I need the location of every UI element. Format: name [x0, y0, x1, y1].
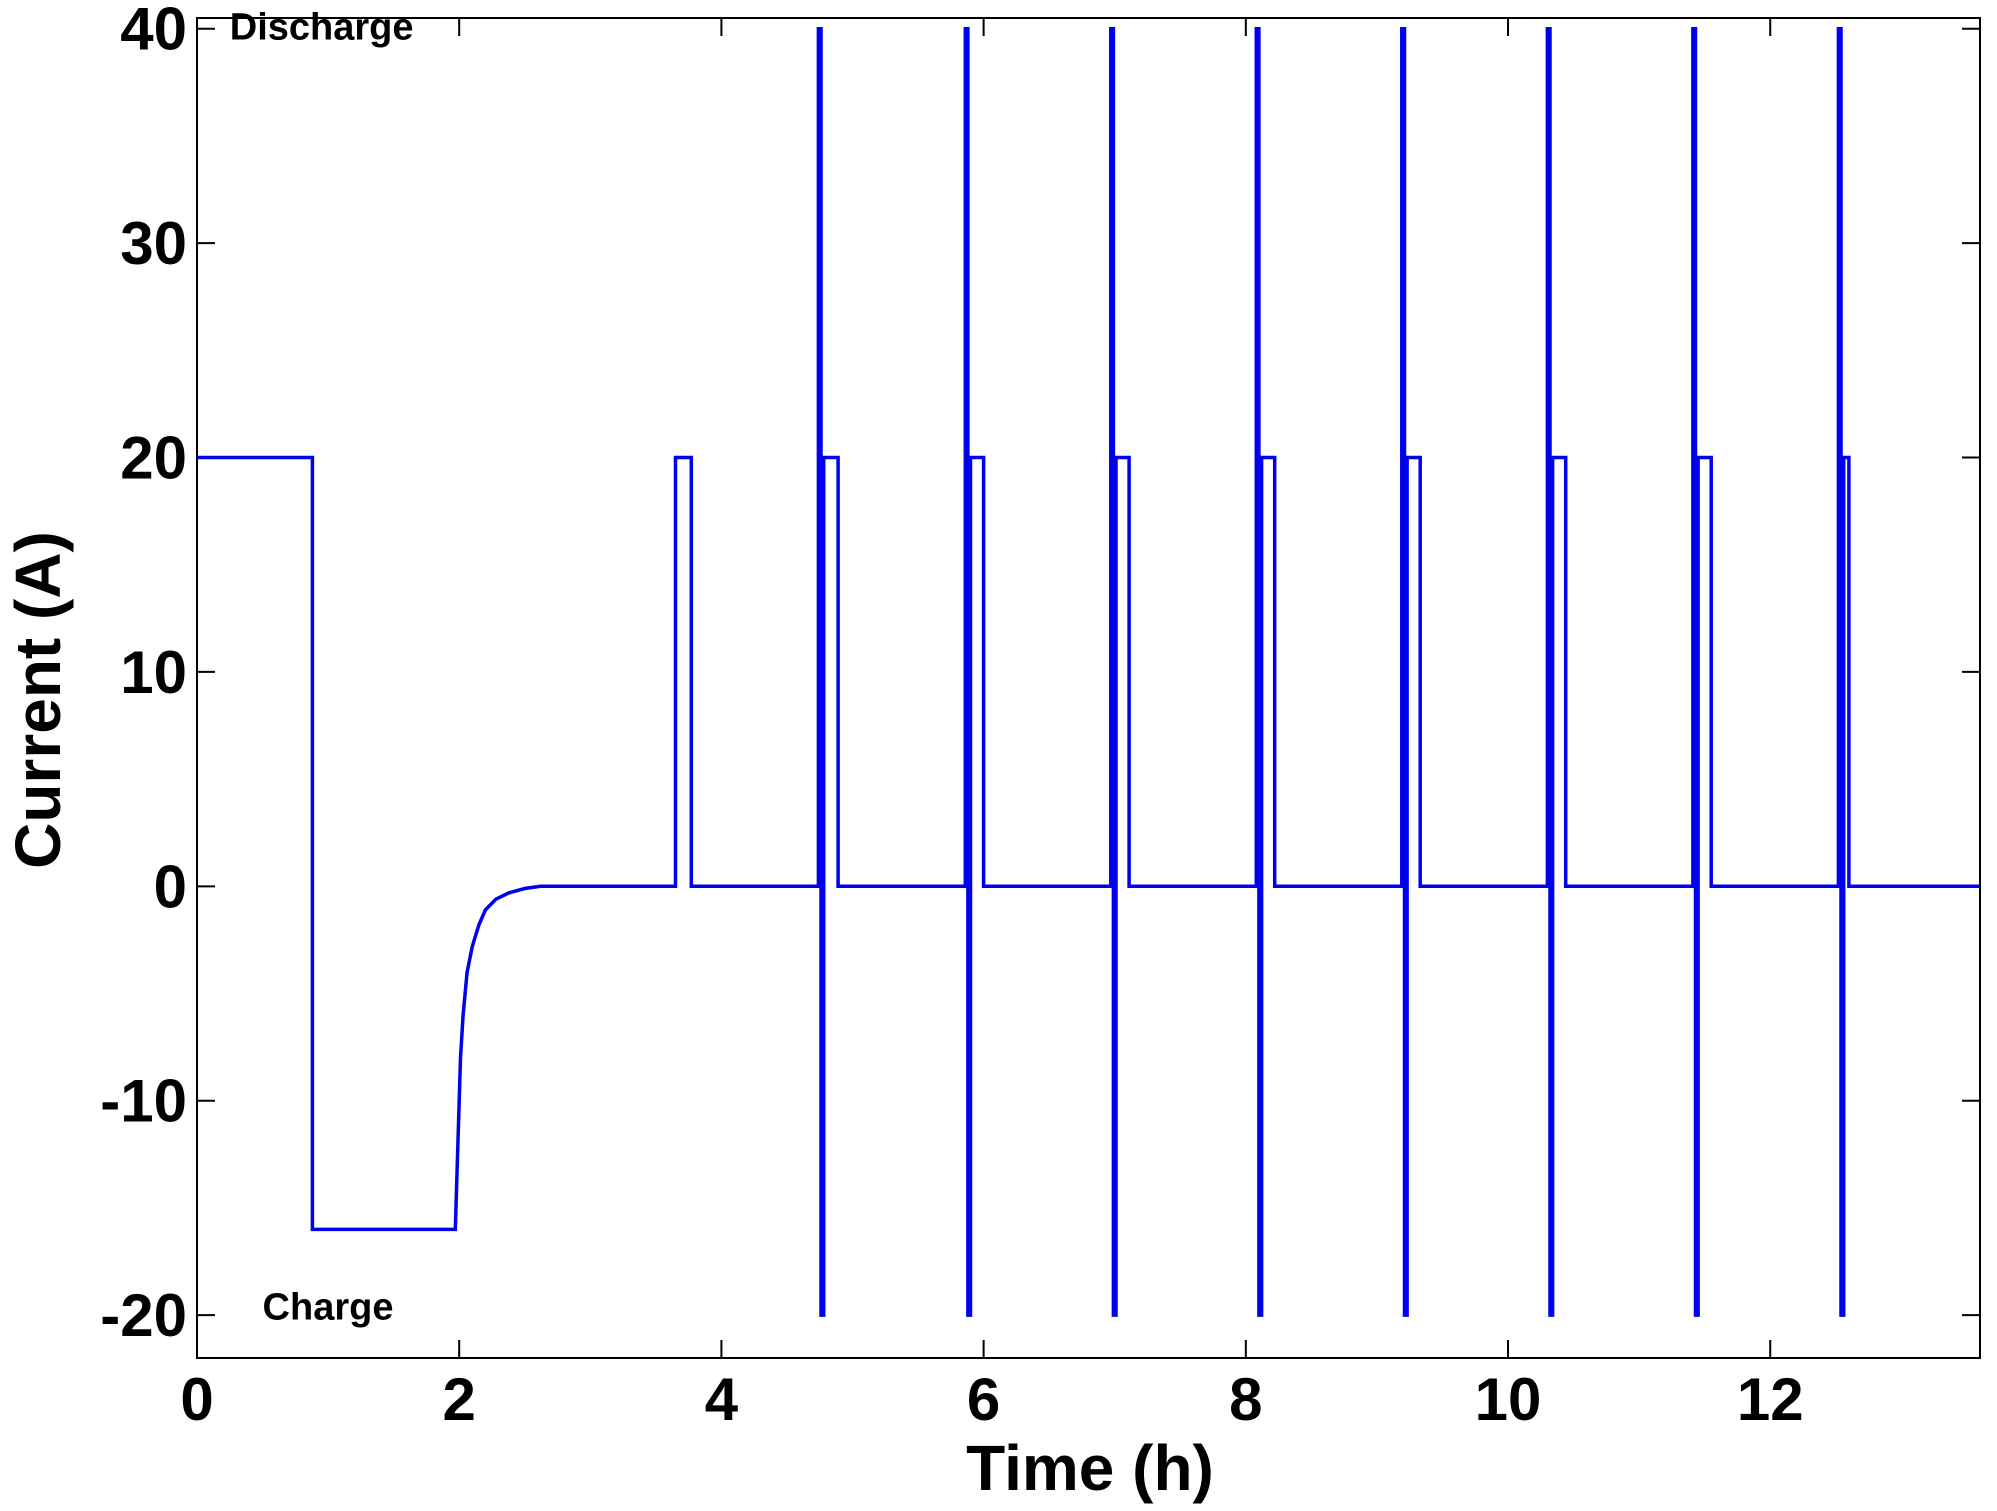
- x-tick-label: 2: [443, 1366, 476, 1433]
- plot-frame: [196, 17, 1981, 1359]
- plot-area: [197, 26, 1980, 1317]
- y-tick-label: -10: [100, 1068, 187, 1135]
- y-tick-label: 30: [120, 210, 187, 277]
- x-tick-label: 10: [1475, 1366, 1542, 1433]
- y-tick-label: 40: [120, 0, 187, 63]
- discharge-annotation: Discharge: [230, 6, 414, 48]
- charge-annotation: Charge: [263, 1286, 394, 1328]
- y-axis-title: Current (A): [2, 531, 74, 869]
- plot-axes: [196, 17, 1981, 1359]
- x-axis-title: Time (h): [966, 1432, 1214, 1504]
- current-series-line: [197, 26, 1980, 1317]
- x-tick-label: 4: [705, 1366, 739, 1433]
- x-tick-label: 12: [1737, 1366, 1804, 1433]
- y-tick-label: 0: [154, 853, 187, 920]
- y-tick-label: -20: [100, 1282, 187, 1349]
- y-tick-label: 10: [120, 639, 187, 706]
- x-tick-label: 8: [1229, 1366, 1262, 1433]
- y-tick-label: 20: [120, 425, 187, 492]
- axis-ticks: 0 2 4 6 8 10 12 -20 -10 0 10 20 30 40: [100, 0, 1980, 1433]
- annotations: Discharge Charge: [230, 6, 414, 1328]
- x-tick-label: 0: [180, 1366, 213, 1433]
- x-tick-label: 6: [967, 1366, 1000, 1433]
